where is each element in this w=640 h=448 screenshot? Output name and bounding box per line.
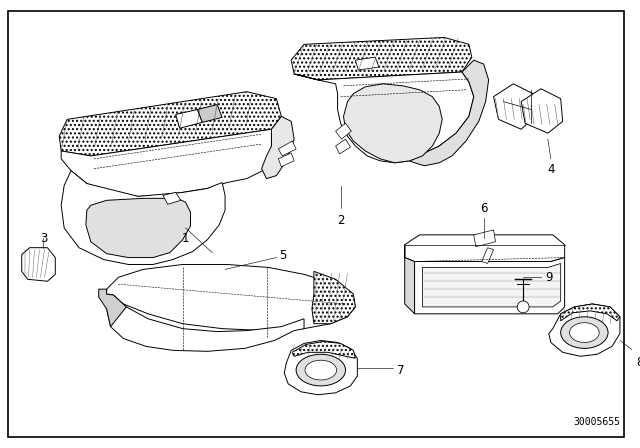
Polygon shape	[404, 245, 415, 314]
Polygon shape	[415, 258, 564, 314]
Polygon shape	[292, 341, 355, 358]
Ellipse shape	[305, 360, 337, 380]
Text: 3: 3	[40, 232, 47, 245]
Polygon shape	[335, 123, 351, 139]
Polygon shape	[474, 230, 495, 247]
Polygon shape	[482, 248, 493, 263]
Polygon shape	[312, 271, 355, 324]
Polygon shape	[404, 235, 564, 262]
Polygon shape	[561, 304, 620, 321]
Polygon shape	[294, 72, 474, 163]
Polygon shape	[262, 116, 294, 179]
Text: 1: 1	[182, 232, 189, 245]
Polygon shape	[344, 84, 442, 163]
Text: 30005655: 30005655	[573, 418, 620, 427]
Text: 8: 8	[636, 356, 640, 369]
Polygon shape	[60, 92, 282, 156]
Polygon shape	[493, 84, 535, 129]
Text: 6: 6	[480, 202, 488, 215]
Polygon shape	[549, 304, 620, 356]
Polygon shape	[99, 289, 126, 327]
Polygon shape	[22, 248, 55, 281]
Polygon shape	[278, 153, 294, 167]
Text: 7: 7	[397, 364, 404, 377]
Ellipse shape	[296, 354, 346, 386]
Polygon shape	[278, 141, 296, 156]
Text: 5: 5	[279, 249, 287, 262]
Polygon shape	[335, 139, 351, 154]
Polygon shape	[61, 171, 225, 264]
Text: 4: 4	[547, 163, 554, 176]
Polygon shape	[291, 38, 472, 80]
Polygon shape	[422, 263, 561, 307]
Polygon shape	[284, 340, 357, 395]
Polygon shape	[163, 192, 180, 204]
Polygon shape	[176, 109, 202, 128]
Polygon shape	[61, 129, 271, 196]
Polygon shape	[107, 294, 304, 351]
Circle shape	[517, 301, 529, 313]
Polygon shape	[107, 264, 355, 331]
Polygon shape	[197, 104, 222, 122]
Polygon shape	[410, 60, 488, 166]
Polygon shape	[86, 198, 191, 258]
Text: 2: 2	[337, 214, 344, 227]
Polygon shape	[355, 57, 379, 70]
Text: 9: 9	[545, 271, 552, 284]
Polygon shape	[521, 89, 563, 133]
Ellipse shape	[570, 323, 599, 342]
Ellipse shape	[561, 317, 608, 349]
